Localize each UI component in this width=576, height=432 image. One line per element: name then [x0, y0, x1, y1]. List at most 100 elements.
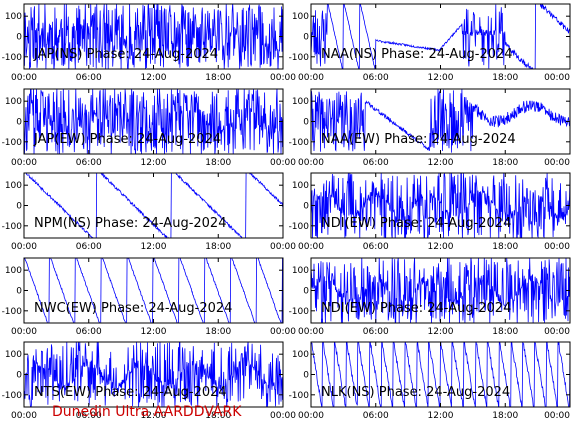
x-tick-label: 18:00 — [205, 73, 231, 83]
x-tick-label: 00:00 — [298, 73, 324, 83]
x-tick-label: 00:00 — [544, 73, 570, 83]
y-tick-label: 0 — [303, 202, 309, 212]
y-tick-label: 100 — [5, 12, 22, 22]
y-tick-label: 0 — [16, 33, 22, 43]
x-tick-label: 18:00 — [492, 327, 518, 337]
chart-panel-2: 100 0 -100 00:00 06:00 12:00 18:00 00:00 NAA(NS)… — [289, 3, 571, 83]
x-tick-label: 18:00 — [205, 327, 231, 337]
chart-panel-7: 100 0 -100 00:00 06:00 12:00 18:00 00:00 NWC(EW)… — [2, 257, 296, 337]
chart-panel-3: 100 0 -100 00:00 06:00 12:00 18:00 00:00 JAP(EW)… — [2, 88, 296, 168]
footer-credit: Dunedin Ultra AARDDVARK — [52, 404, 242, 420]
y-tick-label: -100 — [2, 222, 23, 232]
series-line — [311, 342, 570, 407]
x-tick-label: 12:00 — [141, 327, 167, 337]
y-tick-label: -100 — [289, 391, 310, 401]
x-tick-label: 12:00 — [428, 327, 454, 337]
y-tick-label: -100 — [289, 53, 310, 63]
y-tick-label: -100 — [2, 391, 23, 401]
y-tick-label: 100 — [292, 97, 309, 107]
chart-title: NAA(NS) Phase: 24-Aug-2024 — [321, 47, 513, 62]
x-tick-label: 00:00 — [298, 242, 324, 252]
y-tick-label: 100 — [5, 181, 22, 191]
y-tick-label: 0 — [303, 287, 309, 297]
x-tick-label: 12:00 — [428, 411, 454, 421]
chart-title: NDI(EW) Phase: 24-Aug-2024 — [321, 216, 511, 231]
x-tick-label: 06:00 — [363, 327, 389, 337]
y-tick-label: 0 — [16, 287, 22, 297]
x-tick-label: 00:00 — [270, 242, 296, 252]
y-tick-label: -100 — [289, 222, 310, 232]
x-tick-label: 00:00 — [11, 158, 37, 168]
series-line — [24, 4, 283, 69]
x-tick-label: 00:00 — [11, 327, 37, 337]
chart-title: JAP(EW) Phase: 24-Aug-2024 — [33, 132, 221, 147]
series-line — [311, 4, 570, 69]
x-tick-label: 00:00 — [544, 158, 570, 168]
y-tick-label: -100 — [2, 307, 23, 317]
chart-panel-8: 100 0 -100 00:00 06:00 12:00 18:00 00:00 NDI(EW)… — [289, 257, 571, 337]
x-tick-label: 06:00 — [363, 73, 389, 83]
x-tick-label: 18:00 — [205, 158, 231, 168]
chart-panel-5: 100 0 -100 00:00 06:00 12:00 18:00 00:00 NPM(NS)… — [2, 172, 296, 252]
x-tick-label: 12:00 — [428, 73, 454, 83]
x-tick-label: 00:00 — [270, 411, 296, 421]
chart-panel-6: 100 0 -100 00:00 06:00 12:00 18:00 00:00 NDI(EW)… — [289, 172, 571, 252]
y-tick-label: 0 — [16, 118, 22, 128]
y-tick-label: -100 — [2, 53, 23, 63]
x-tick-label: 00:00 — [11, 411, 37, 421]
y-tick-label: 0 — [303, 118, 309, 128]
series-line — [24, 342, 283, 407]
x-tick-label: 06:00 — [76, 158, 102, 168]
chart-title: NLK(NS) Phase: 24-Aug-2024 — [321, 385, 510, 400]
y-tick-label: 0 — [303, 371, 309, 381]
y-tick-label: 0 — [16, 202, 22, 212]
x-tick-label: 00:00 — [270, 327, 296, 337]
x-tick-label: 00:00 — [544, 411, 570, 421]
y-tick-label: -100 — [289, 307, 310, 317]
chart-panel-1: 100 0 -100 00:00 06:00 12:00 18:00 00:00 JAP(NS)… — [2, 3, 296, 83]
series-line — [24, 173, 283, 238]
series-line — [311, 258, 570, 323]
y-tick-label: 100 — [292, 12, 309, 22]
y-tick-label: 100 — [5, 97, 22, 107]
y-tick-label: 100 — [5, 266, 22, 276]
chart-panel-10: 100 0 -100 00:00 06:00 12:00 18:00 00:00 NLK(NS)… — [289, 341, 571, 421]
x-tick-label: 18:00 — [205, 242, 231, 252]
x-tick-label: 06:00 — [76, 411, 102, 421]
x-tick-label: 12:00 — [428, 158, 454, 168]
x-tick-label: 18:00 — [492, 411, 518, 421]
x-tick-label: 12:00 — [428, 242, 454, 252]
x-tick-label: 00:00 — [544, 327, 570, 337]
y-tick-label: -100 — [289, 138, 310, 148]
chart-panel-9: 100 0 -100 00:00 06:00 12:00 18:00 00:00 NTS(EW)… — [2, 341, 296, 421]
x-tick-label: 00:00 — [11, 242, 37, 252]
x-tick-label: 18:00 — [492, 242, 518, 252]
y-tick-label: 0 — [16, 371, 22, 381]
chart-title: JAP(NS) Phase: 24-Aug-2024 — [33, 47, 218, 62]
x-tick-label: 06:00 — [363, 242, 389, 252]
x-tick-label: 00:00 — [544, 242, 570, 252]
y-tick-label: -100 — [2, 138, 23, 148]
y-tick-label: 100 — [292, 350, 309, 360]
series-line — [24, 89, 283, 154]
y-tick-label: 100 — [5, 350, 22, 360]
x-tick-label: 06:00 — [76, 327, 102, 337]
x-tick-label: 12:00 — [141, 411, 167, 421]
y-tick-label: 0 — [303, 33, 309, 43]
series-line — [311, 89, 570, 153]
chart-title: NWC(EW) Phase: 24-Aug-2024 — [34, 301, 232, 316]
series-line — [311, 173, 570, 238]
chart-panel-4: 100 0 -100 00:00 06:00 12:00 18:00 00:00 NAA(EW)… — [289, 88, 571, 168]
x-tick-label: 06:00 — [76, 242, 102, 252]
x-tick-label: 00:00 — [298, 158, 324, 168]
x-tick-label: 00:00 — [270, 73, 296, 83]
x-tick-label: 18:00 — [492, 158, 518, 168]
x-tick-label: 12:00 — [141, 73, 167, 83]
x-tick-label: 18:00 — [205, 411, 231, 421]
x-tick-label: 12:00 — [141, 158, 167, 168]
x-tick-label: 00:00 — [270, 158, 296, 168]
x-tick-label: 00:00 — [298, 411, 324, 421]
x-tick-label: 06:00 — [76, 73, 102, 83]
x-tick-label: 00:00 — [11, 73, 37, 83]
